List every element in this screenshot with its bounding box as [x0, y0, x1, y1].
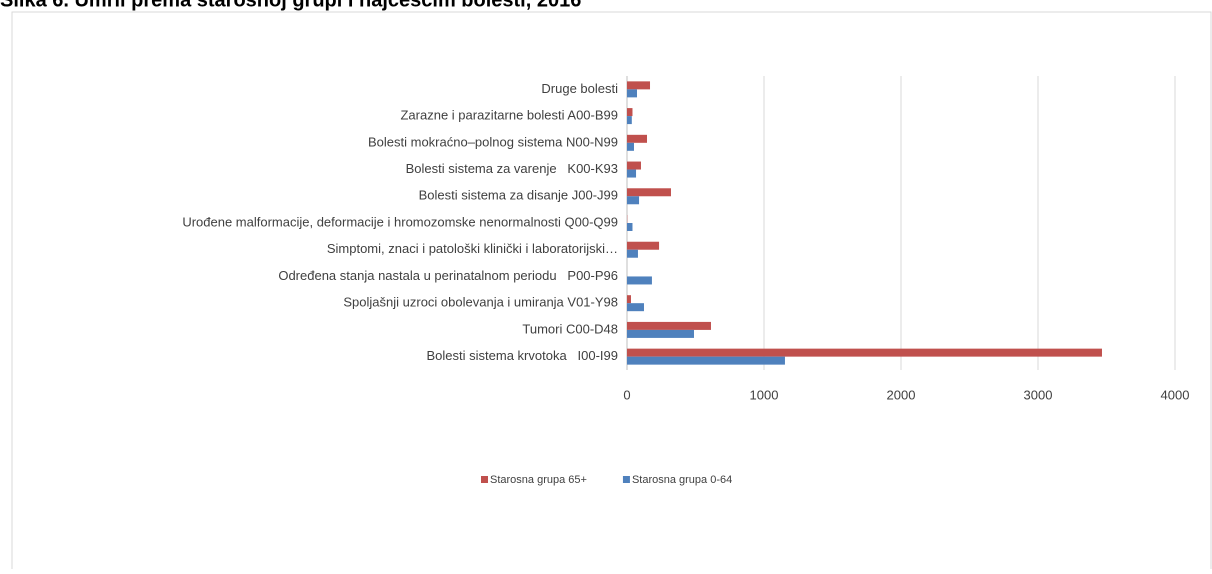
bar	[627, 188, 671, 196]
bar	[627, 81, 650, 89]
y-tick-label: Simptomi, znaci i patološki klinički i l…	[327, 241, 618, 256]
bar	[627, 143, 634, 151]
y-tick-label: Bolesti sistema krvotoka I00-I99	[427, 348, 618, 363]
y-tick-label: Zarazne i parazitarne bolesti A00-B99	[400, 108, 618, 123]
legend-swatch	[481, 476, 488, 483]
legend-label: Starosna grupa 65+	[490, 474, 587, 486]
y-tick-label: Spoljašnji uzroci obolevanja i umiranja …	[343, 295, 618, 310]
legend-swatch	[623, 476, 630, 483]
bar	[627, 223, 632, 231]
x-tick-label: 2000	[887, 387, 916, 402]
bar	[627, 162, 641, 170]
chart-title: Slika 6. Umrli prema starosnoj grupi i n…	[0, 0, 581, 11]
y-tick-label: Druge bolesti	[541, 81, 618, 96]
y-tick-label: Bolesti sistema za varenje K00-K93	[406, 161, 618, 176]
bar	[627, 276, 652, 284]
bar	[627, 303, 644, 311]
bar	[627, 349, 1102, 357]
bar	[627, 357, 785, 365]
bar	[627, 116, 632, 124]
bar	[627, 330, 694, 338]
bar	[627, 196, 639, 204]
bar	[627, 170, 636, 178]
bar	[627, 135, 647, 143]
bar	[627, 242, 659, 250]
x-tick-label: 1000	[750, 387, 779, 402]
y-tick-label: Određena stanja nastala u perinatalnom p…	[278, 268, 618, 283]
legend-label: Starosna grupa 0-64	[632, 474, 732, 486]
bar	[627, 295, 631, 303]
y-tick-label: Urođene malformacije, deformacije i hrom…	[182, 214, 618, 229]
bar	[627, 250, 638, 258]
y-tick-label: Bolesti mokraćno–polnog sistema N00-N99	[368, 134, 618, 149]
x-tick-label: 3000	[1024, 387, 1053, 402]
x-tick-label: 0	[623, 387, 630, 402]
bar	[627, 108, 632, 116]
x-tick-label: 4000	[1161, 387, 1190, 402]
bar	[627, 89, 637, 97]
bar	[627, 322, 711, 330]
y-tick-label: Tumori C00-D48	[522, 321, 618, 336]
y-tick-label: Bolesti sistema za disanje J00-J99	[419, 188, 618, 203]
